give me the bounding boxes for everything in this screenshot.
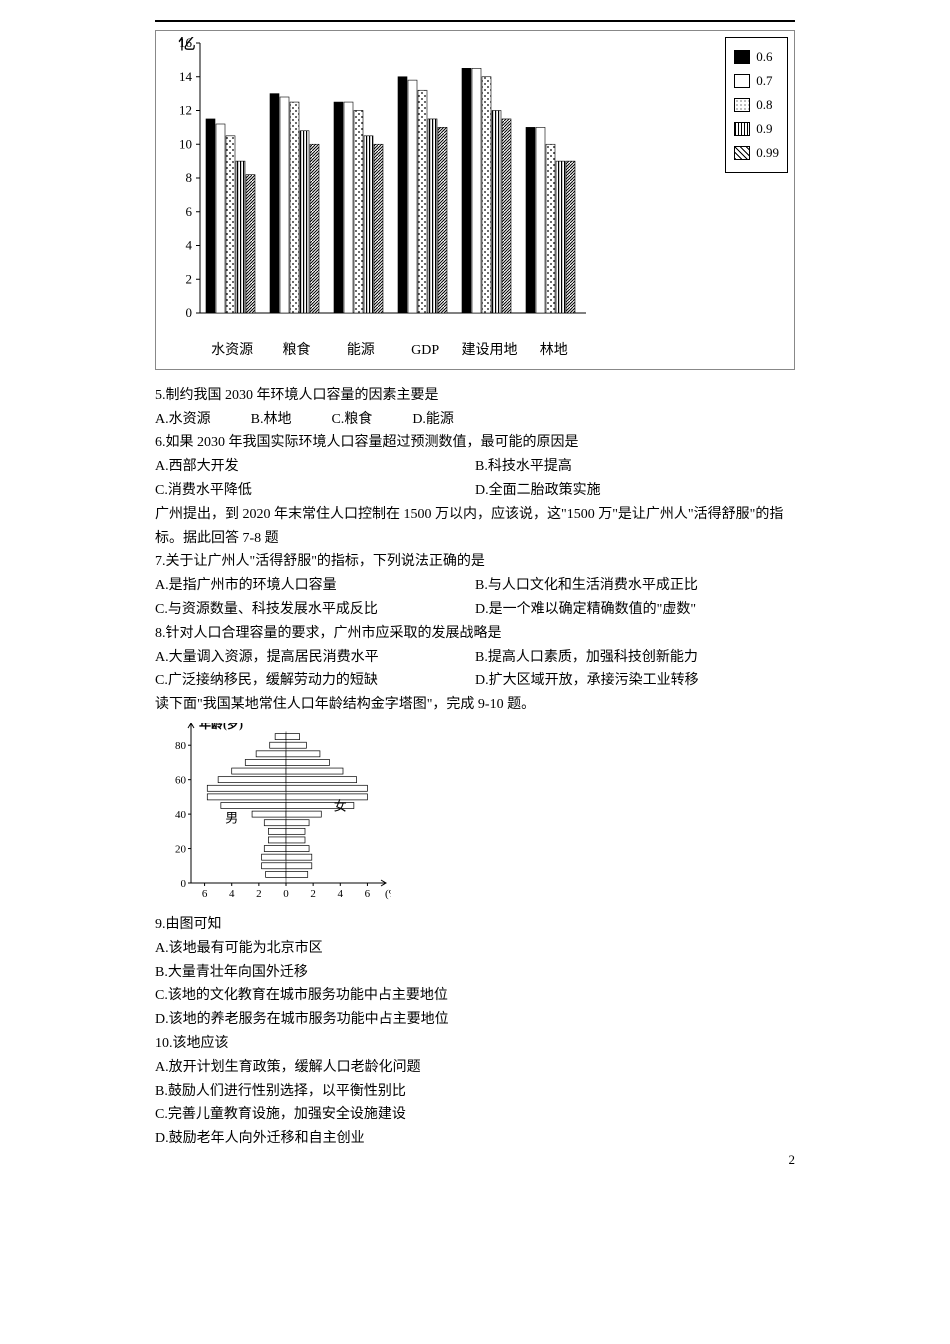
svg-text:年龄(岁): 年龄(岁) <box>199 723 243 731</box>
legend-label: 0.8 <box>756 94 772 116</box>
legend-label: 0.7 <box>756 70 772 92</box>
q7-opt-a: A.是指广州市的环境人口容量 <box>155 574 475 598</box>
q10-opt-c: C.完善儿童教育设施，加强安全设施建设 <box>155 1103 795 1127</box>
q5-opt-b: B.林地 <box>251 408 292 432</box>
q10-stem: 10.该地应该 <box>155 1032 795 1056</box>
svg-text:6: 6 <box>186 204 193 219</box>
svg-text:2: 2 <box>256 888 262 900</box>
svg-text:16: 16 <box>179 37 193 50</box>
svg-text:男: 男 <box>225 811 238 826</box>
legend-item: 0.8 <box>734 94 779 116</box>
bar-x-label: 建设用地 <box>457 339 521 363</box>
q5-opt-a: A.水资源 <box>155 408 211 432</box>
svg-text:10: 10 <box>179 136 192 151</box>
q6-stem: 6.如果 2030 年我国实际环境人口容量超过预测数值，最可能的原因是 <box>155 431 795 455</box>
svg-text:0: 0 <box>181 878 187 890</box>
q9-opt-a: A.该地最有可能为北京市区 <box>155 937 795 961</box>
top-rule <box>155 20 795 22</box>
svg-text:女: 女 <box>334 799 347 814</box>
bar-chart: 亿0246810121416 水资源粮食能源GDP建设用地林地 0.60.70.… <box>155 30 795 370</box>
q9-opt-d: D.该地的养老服务在城市服务功能中占主要地位 <box>155 1008 795 1032</box>
legend-item: 0.7 <box>734 70 779 92</box>
svg-text:0: 0 <box>186 305 193 320</box>
bar-x-label: 能源 <box>329 339 393 363</box>
q6-opt-d: D.全面二胎政策实施 <box>475 479 795 503</box>
q5-opt-c: C.粮食 <box>331 408 372 432</box>
bar-chart-plot: 亿0246810121416 水资源粮食能源GDP建设用地林地 <box>162 37 719 363</box>
legend-item: 0.9 <box>734 118 779 140</box>
svg-text:6: 6 <box>202 888 208 900</box>
svg-text:80: 80 <box>175 740 187 752</box>
legend-item: 0.99 <box>734 142 779 164</box>
bar-x-label: 林地 <box>522 339 586 363</box>
q6-opt-c: C.消费水平降低 <box>155 479 475 503</box>
legend-label: 0.99 <box>756 142 779 164</box>
svg-text:60: 60 <box>175 775 187 787</box>
q5-options: A.水资源 B.林地 C.粮食 D.能源 <box>155 408 795 432</box>
svg-text:2: 2 <box>310 888 316 900</box>
q6-opt-b: B.科技水平提高 <box>475 455 795 479</box>
q8-opt-d: D.扩大区域开放，承接污染工业转移 <box>475 669 795 693</box>
page-number: 2 <box>789 1149 796 1171</box>
legend-item: 0.6 <box>734 46 779 68</box>
svg-text:12: 12 <box>179 103 192 118</box>
bar-x-label: GDP <box>393 339 457 363</box>
svg-text:40: 40 <box>175 809 187 821</box>
svg-text:8: 8 <box>186 170 193 185</box>
q7-opt-c: C.与资源数量、科技发展水平成反比 <box>155 598 475 622</box>
q10-opt-a: A.放开计划生育政策，缓解人口老龄化问题 <box>155 1056 795 1080</box>
legend-label: 0.6 <box>756 46 772 68</box>
legend-label: 0.9 <box>756 118 772 140</box>
q9-stem: 9.由图可知 <box>155 913 795 937</box>
intro-78: 广州提出，到 2020 年末常住人口控制在 1500 万以内，应该说，这"150… <box>155 503 795 551</box>
q9-opt-c: C.该地的文化教育在城市服务功能中占主要地位 <box>155 984 795 1008</box>
svg-text:0: 0 <box>283 888 289 900</box>
q10-opt-d: D.鼓励老年人向外迁移和自主创业 <box>155 1127 795 1151</box>
svg-text:6: 6 <box>365 888 371 900</box>
svg-text:(%): (%) <box>385 888 391 900</box>
svg-text:4: 4 <box>338 888 344 900</box>
q8-opt-b: B.提高人口素质，加强科技创新能力 <box>475 646 795 670</box>
q8-stem: 8.针对人口合理容量的要求，广州市应采取的发展战略是 <box>155 622 795 646</box>
q6-opt-a: A.西部大开发 <box>155 455 475 479</box>
svg-text:14: 14 <box>179 69 193 84</box>
bar-x-label: 水资源 <box>200 339 264 363</box>
q8-opt-c: C.广泛接纳移民，缓解劳动力的短缺 <box>155 669 475 693</box>
q5-stem: 5.制约我国 2030 年环境人口容量的因素主要是 <box>155 384 795 408</box>
q8-opt-a: A.大量调入资源，提高居民消费水平 <box>155 646 475 670</box>
page: 亿0246810121416 水资源粮食能源GDP建设用地林地 0.60.70.… <box>155 20 795 1151</box>
q5-opt-d: D.能源 <box>412 408 454 432</box>
svg-text:2: 2 <box>186 271 193 286</box>
bar-chart-legend: 0.6 0.7 0.8 0.9 0.99 <box>725 37 788 173</box>
svg-text:4: 4 <box>186 238 193 253</box>
pyramid-chart: 020406080年龄(岁)6420246(%)男女 <box>161 723 795 903</box>
svg-text:20: 20 <box>175 844 187 856</box>
bar-x-label: 粮食 <box>264 339 328 363</box>
q9-opt-b: B.大量青壮年向国外迁移 <box>155 961 795 985</box>
svg-text:4: 4 <box>229 888 235 900</box>
q7-opt-b: B.与人口文化和生活消费水平成正比 <box>475 574 795 598</box>
q10-opt-b: B.鼓励人们进行性别选择，以平衡性别比 <box>155 1080 795 1104</box>
q7-opt-d: D.是一个难以确定精确数值的"虚数" <box>475 598 795 622</box>
q7-stem: 7.关于让广州人"活得舒服"的指标，下列说法正确的是 <box>155 550 795 574</box>
intro-910: 读下面"我国某地常住人口年龄结构金字塔图"，完成 9-10 题。 <box>155 693 795 717</box>
